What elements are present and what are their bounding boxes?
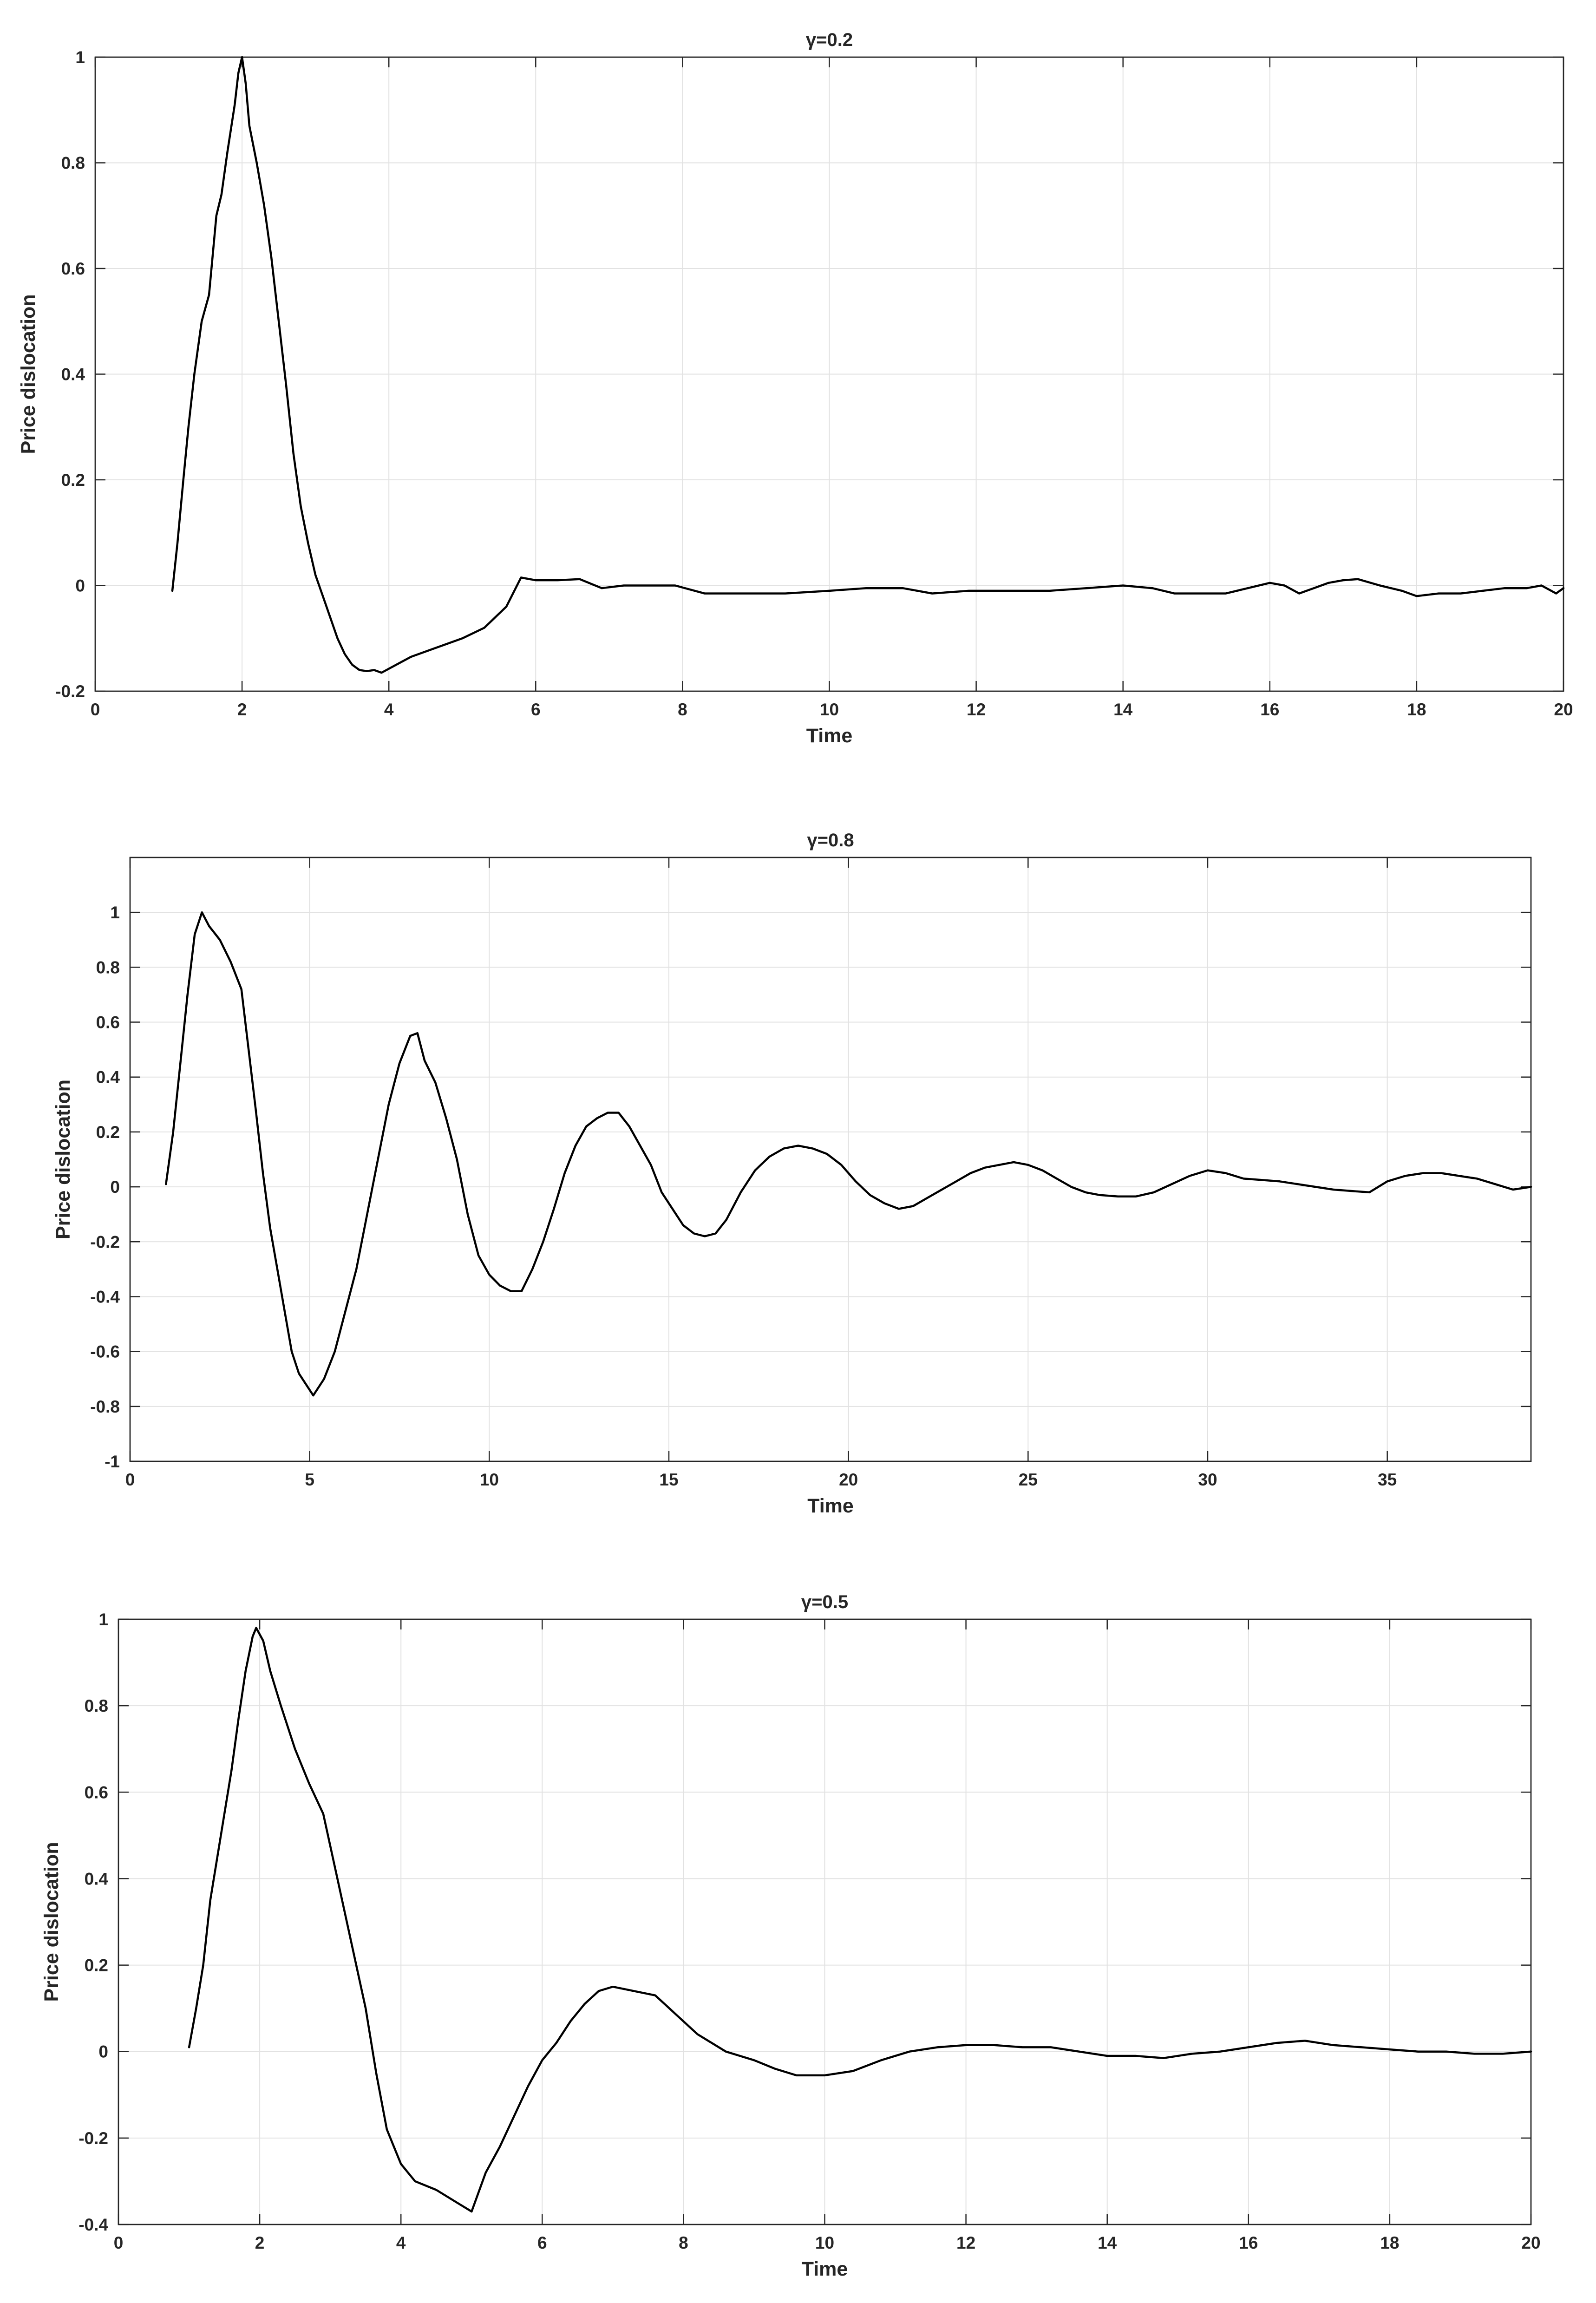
- x-tick-label: 16: [1239, 2233, 1258, 2252]
- chart-2: 0 5 10 15 20 25 30 35 -1 -0.8 -0.6 -0.4 -0.2 0 0.2 0.4 0…: [52, 830, 1532, 1517]
- y-tick-label: 0.6: [85, 1783, 108, 1802]
- y-tick-label: 1: [98, 1610, 108, 1629]
- x-tick-label: 14: [1113, 700, 1133, 719]
- y-tick-label: 0.2: [96, 1123, 120, 1142]
- y-tick-label: 0.4: [61, 365, 85, 384]
- chart-3: 0 2 4 6 8 10 12 14 16 18 20 -0.4 -0.2 0 0.2 0.4 0.6 0.8 1 γ…: [40, 1592, 1541, 2280]
- x-axis-label: Time: [806, 725, 853, 747]
- x-tick-label: 8: [679, 2233, 688, 2252]
- y-tick-label: -0.2: [55, 682, 85, 701]
- y-tick-label: 0.4: [85, 1869, 109, 1888]
- chart-title: γ=0.5: [801, 1592, 848, 1612]
- plot-area: [129, 857, 1532, 1462]
- x-tick-label: 25: [1019, 1470, 1038, 1489]
- x-tick-label: 0: [125, 1470, 135, 1489]
- x-tick-label: 20: [1521, 2233, 1540, 2252]
- x-tick-label: 4: [384, 700, 394, 719]
- chart-title: γ=0.2: [806, 30, 853, 50]
- x-tick-label: 20: [1554, 700, 1573, 719]
- x-tick-label: 16: [1260, 700, 1279, 719]
- x-axis-label: Time: [807, 1495, 854, 1517]
- y-tick-label: -0.2: [78, 2129, 108, 2148]
- x-tick-label: 35: [1378, 1470, 1397, 1489]
- y-tick-label: 0: [98, 2042, 108, 2061]
- y-tick-label: -0.8: [90, 1397, 120, 1416]
- x-tick-label: 6: [531, 700, 541, 719]
- series-line-1: [165, 911, 1532, 1397]
- y-tick-label: 1: [110, 903, 120, 922]
- y-tick-label: 0.2: [85, 1956, 108, 1975]
- x-tick-label: 2: [237, 700, 247, 719]
- x-tick-label: 6: [537, 2233, 547, 2252]
- y-tick-label: 0.6: [96, 1013, 120, 1032]
- y-tick-label: -1: [105, 1452, 120, 1471]
- x-axis-label: Time: [802, 2258, 848, 2280]
- x-tick-label: 8: [678, 700, 687, 719]
- y-axis-label: Price dislocation: [52, 1080, 74, 1239]
- y-tick-label: 0.8: [96, 958, 120, 977]
- y-tick-label: 0: [75, 576, 85, 595]
- y-tick-label: 0.6: [61, 259, 85, 278]
- x-tick-label: 30: [1198, 1470, 1217, 1489]
- y-tick-label: 1: [75, 48, 85, 67]
- x-tick-label: 15: [659, 1470, 678, 1489]
- x-tick-label: 10: [820, 700, 839, 719]
- plot-frame: [129, 857, 1532, 1462]
- plot-frame: [94, 56, 1564, 692]
- x-tick-label: 18: [1380, 2233, 1399, 2252]
- x-tick-label: 18: [1407, 700, 1426, 719]
- x-tick-label: 2: [255, 2233, 265, 2252]
- x-tick-label: 12: [967, 700, 986, 719]
- x-tick-label: 0: [114, 2233, 124, 2252]
- series-line-1: [188, 1627, 1532, 2213]
- series-line-1: [171, 56, 1565, 674]
- y-tick-label: -0.4: [90, 1287, 120, 1306]
- chart-title: γ=0.8: [807, 830, 854, 851]
- y-axis-label: Price dislocation: [40, 1842, 63, 2002]
- y-tick-label: 0.2: [61, 471, 85, 490]
- y-tick-label: 0.4: [96, 1068, 120, 1087]
- chart-1: 0 2 4 6 8 10 12 14 16 18 20 -0.2 0 0.2 0.4 0.6 0.8 1 γ=0.2…: [17, 30, 1573, 747]
- y-tick-label: 0.8: [85, 1696, 108, 1715]
- x-tick-label: 10: [815, 2233, 834, 2252]
- x-tick-label: 14: [1098, 2233, 1117, 2252]
- y-axis-label: Price dislocation: [17, 294, 39, 454]
- y-tick-label: 0: [110, 1178, 120, 1197]
- y-tick-label: -0.2: [90, 1232, 120, 1251]
- y-tick-label: -0.6: [90, 1342, 120, 1361]
- y-tick-label: 0.8: [61, 154, 85, 173]
- x-tick-label: 12: [956, 2233, 975, 2252]
- y-tick-label: -0.4: [78, 2215, 108, 2234]
- plot-frame: [118, 1618, 1532, 2225]
- x-tick-label: 5: [305, 1470, 314, 1489]
- x-tick-label: 0: [91, 700, 100, 719]
- x-tick-label: 20: [839, 1470, 858, 1489]
- x-tick-label: 10: [480, 1470, 499, 1489]
- x-tick-label: 4: [396, 2233, 406, 2252]
